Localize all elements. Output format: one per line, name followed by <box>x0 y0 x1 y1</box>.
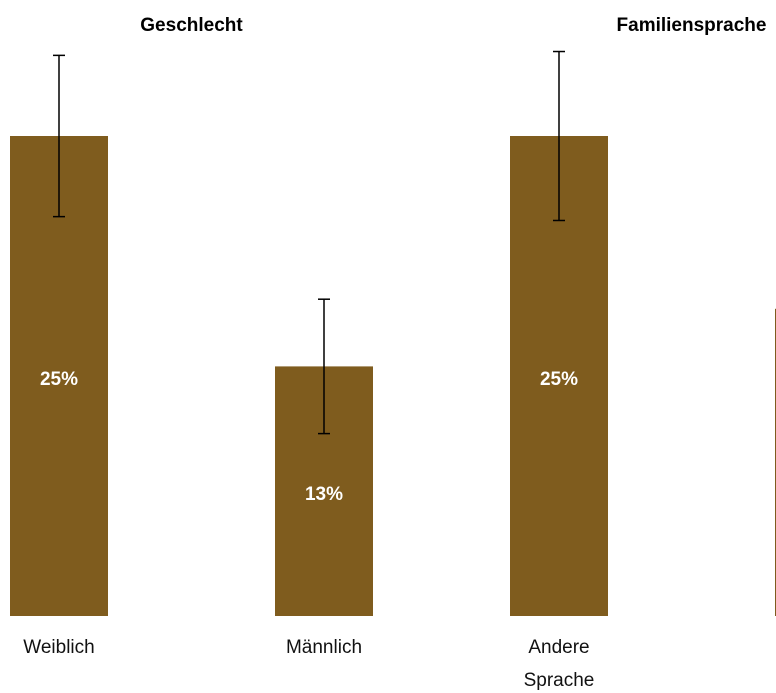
category-label: Männlich <box>285 637 363 658</box>
value-label: 13% <box>305 484 343 505</box>
category-label: Weiblich <box>23 637 95 658</box>
category-label: Andere Sprache <box>523 637 595 691</box>
chart-title: Geschlecht <box>140 15 243 36</box>
category-label: Deutsch <box>759 631 776 664</box>
value-label: 25% <box>540 369 578 390</box>
chart-title: Familiensprache <box>617 15 767 36</box>
value-label: 25% <box>40 369 78 390</box>
